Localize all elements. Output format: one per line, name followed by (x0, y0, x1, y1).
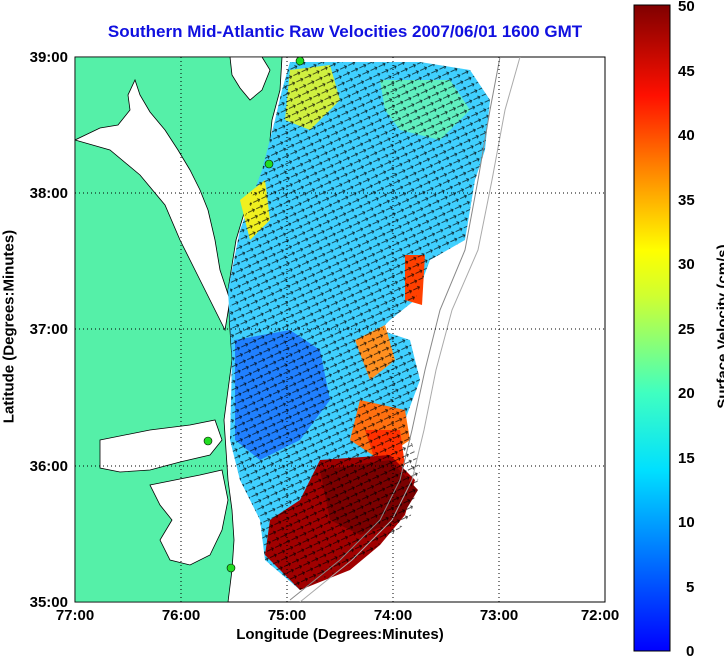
bathymetry-contour (289, 57, 501, 601)
colorbar-tick-label: 0 (686, 643, 694, 659)
albemarle-sound (99, 419, 223, 473)
x-axis-label: Longitude (Degrees:Minutes) (236, 626, 444, 643)
colorbar-tick-labels: 50 45 40 35 30 25 20 15 10 5 0 (678, 0, 695, 659)
grid (75, 57, 605, 602)
y-tick-label: 36:00 (30, 458, 68, 475)
y-tick-label: 37:00 (30, 321, 68, 338)
colorbar-tick-label: 35 (678, 192, 695, 209)
x-tick-label: 74:00 (374, 607, 412, 624)
station-marker (226, 563, 236, 573)
colorbar-tick-label: 50 (678, 0, 695, 15)
x-tick-label: 77:00 (56, 607, 94, 624)
colorbar-tick-label: 5 (686, 579, 694, 596)
x-tick-label: 72:00 (581, 607, 619, 624)
chesapeake-bay (75, 78, 231, 332)
colorbar-tick-label: 45 (678, 63, 695, 80)
pamlico-sound (149, 469, 229, 566)
station-marker (264, 159, 274, 169)
colorbar-tick-label: 40 (678, 127, 695, 144)
velocity-field (228, 62, 490, 590)
bathymetry-contour (299, 57, 521, 602)
x-tick-label: 76:00 (162, 607, 200, 624)
station-marker (203, 436, 213, 446)
y-tick-label: 35:00 (30, 594, 68, 611)
colorbar-tick-label: 10 (678, 514, 695, 531)
x-tick-labels: 77:00 76:00 75:00 74:00 73:00 72:00 (56, 607, 619, 624)
colorbar-tick-label: 30 (678, 256, 695, 273)
station-marker (295, 57, 305, 66)
y-tick-label: 39:00 (30, 49, 68, 66)
y-tick-label: 38:00 (30, 185, 68, 202)
colorbar-tick-label: 15 (678, 450, 695, 467)
colorbar (633, 4, 671, 652)
x-tick-label: 73:00 (480, 607, 518, 624)
y-tick-labels: 39:00 38:00 37:00 36:00 35:00 (30, 49, 68, 611)
colorbar-tick-label: 20 (678, 385, 695, 402)
map-title: Southern Mid-Atlantic Raw Velocities 200… (107, 22, 583, 41)
colorbar-tick-label: 25 (678, 321, 695, 338)
x-tick-label: 75:00 (268, 607, 306, 624)
delaware-bay (229, 57, 271, 101)
